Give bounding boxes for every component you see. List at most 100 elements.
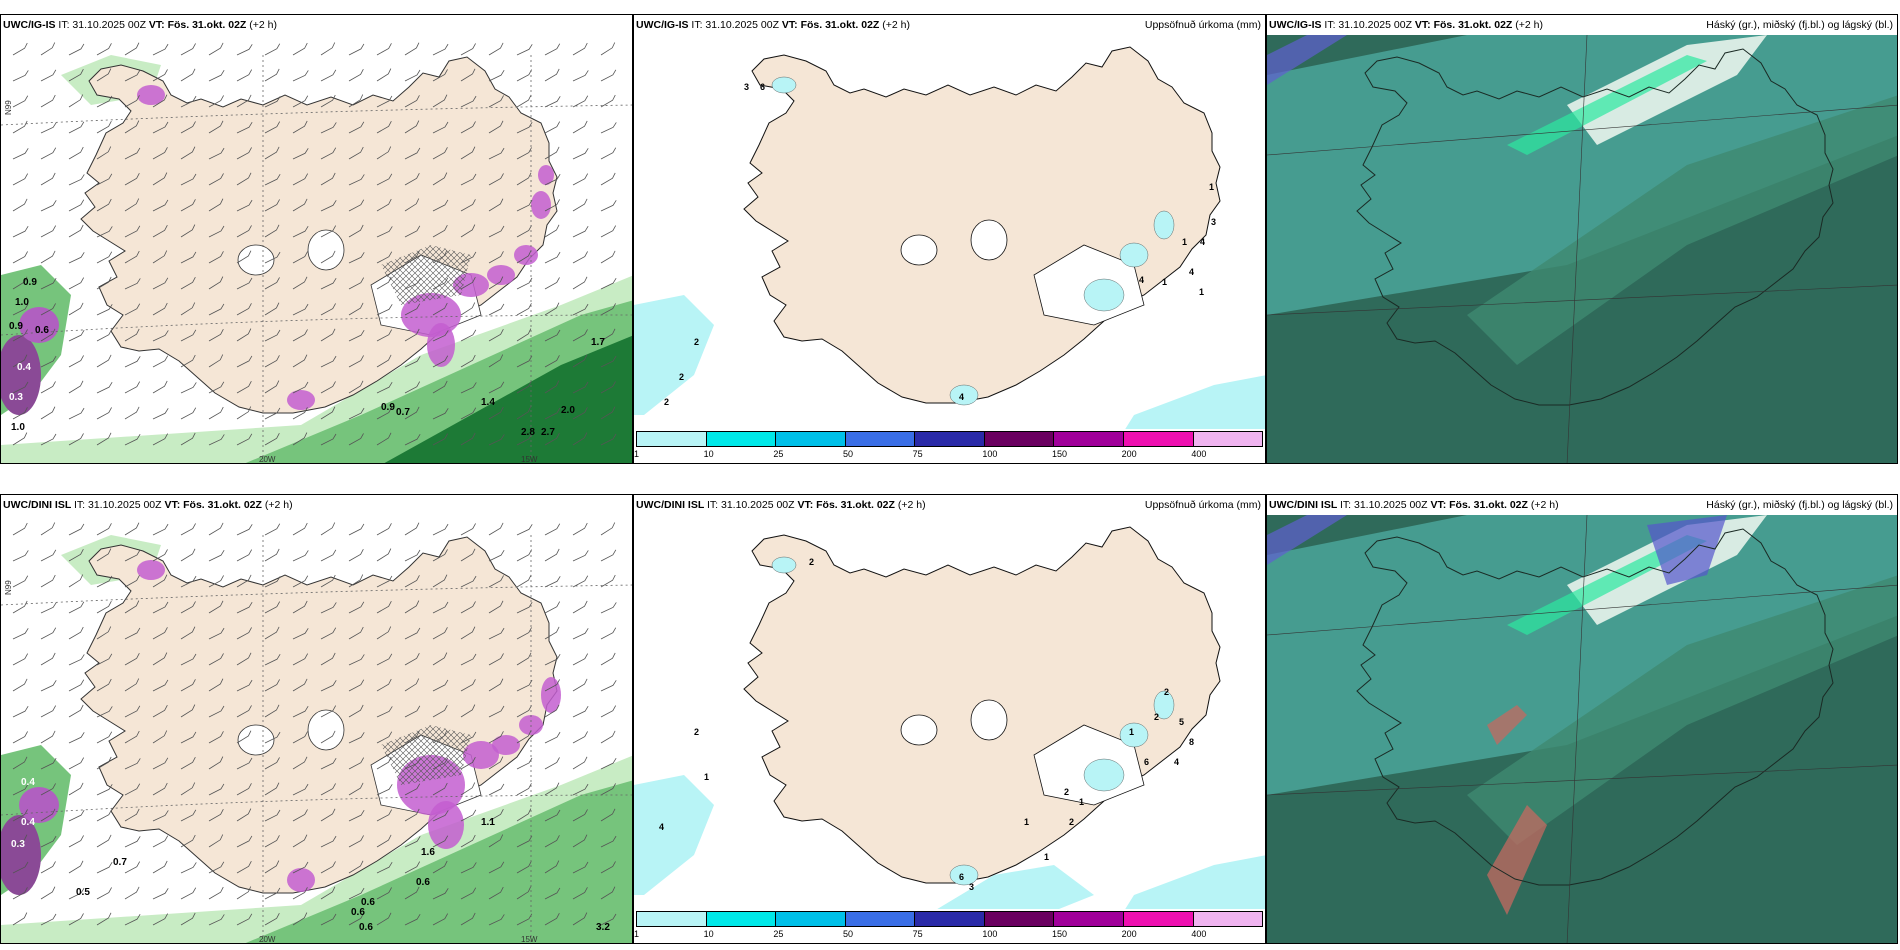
- wind-barb: [40, 835, 57, 848]
- wind-barb: [124, 627, 141, 640]
- wind-barb: [264, 626, 280, 640]
- init-time: IT: 31.10.2025 00Z: [1324, 19, 1415, 31]
- wind-barb: [488, 42, 504, 56]
- graticule: [1267, 284, 1897, 316]
- colorbar-swatch: [775, 911, 845, 927]
- precip-value-label: 0.6: [416, 877, 430, 888]
- wind-barb: [516, 730, 532, 744]
- wind-barb: [292, 705, 309, 718]
- wind-barb: [320, 200, 337, 212]
- wind-barb: [460, 121, 476, 134]
- wind-barb: [96, 731, 113, 744]
- wind-barb: [124, 730, 140, 744]
- wind-barb: [544, 835, 560, 848]
- precip-core: [514, 245, 538, 265]
- wind-barb: [348, 252, 365, 264]
- wind-barb: [320, 122, 337, 134]
- wind-barb: [264, 68, 280, 82]
- precip-value-label: 1: [1182, 237, 1187, 247]
- wind-barb: [404, 522, 420, 536]
- wind-barb: [320, 172, 336, 186]
- wind-barb: [236, 277, 253, 290]
- wind-barb: [348, 654, 365, 666]
- wind-barb: [68, 704, 84, 718]
- wind-barb: [264, 173, 281, 186]
- wind-barb: [600, 303, 616, 316]
- wind-barb: [600, 355, 617, 368]
- wind-barb: [264, 121, 281, 134]
- wind-barb: [488, 354, 504, 368]
- wind-barb: [124, 652, 140, 666]
- model-label: UWC/DINI ISL: [1269, 499, 1340, 511]
- colorbar-swatch: [705, 911, 776, 927]
- wind-barb: [264, 601, 281, 614]
- colorbar-tick-label: 10: [703, 449, 714, 459]
- wind-barb: [516, 380, 532, 394]
- precip-core: [538, 165, 554, 185]
- wind-barb: [376, 95, 393, 108]
- precip-value-label: 4: [1174, 757, 1179, 767]
- wind-barb: [404, 913, 421, 926]
- wind-barb: [292, 731, 308, 744]
- precip-value-label: 2.0: [561, 405, 575, 416]
- wind-barb: [236, 303, 252, 316]
- wind-barb: [488, 756, 504, 770]
- wind-barb: [12, 550, 29, 562]
- precip-value-label: 0.6: [35, 325, 49, 336]
- wind-barb: [292, 42, 308, 56]
- wind-barb: [572, 628, 589, 640]
- wind-barb: [152, 330, 169, 342]
- precip-value-label: 5: [1179, 717, 1184, 727]
- wind-barb: [236, 652, 252, 666]
- wind-barb: [404, 758, 421, 770]
- wind-barb: [460, 653, 477, 666]
- wind-barb: [348, 121, 365, 134]
- wind-barb: [544, 146, 560, 160]
- wind-barb: [292, 809, 308, 822]
- wind-barb: [544, 68, 560, 82]
- wind-barb: [68, 121, 85, 134]
- wind-barb: [376, 68, 392, 82]
- wind-barb: [404, 433, 421, 446]
- wind-barb: [124, 433, 141, 446]
- wind-barb: [516, 886, 532, 900]
- wind-barb: [12, 834, 28, 848]
- wind-barb: [516, 121, 533, 134]
- wind-barb: [124, 836, 141, 848]
- wind-barb: [320, 277, 337, 290]
- precip-value-label: 0.6: [351, 907, 365, 918]
- wind-barb: [180, 173, 197, 186]
- wind-barb: [600, 225, 617, 238]
- wind-barb: [460, 43, 476, 56]
- precip-core: [531, 191, 551, 219]
- wind-barb: [348, 68, 364, 82]
- wind-barb: [600, 913, 617, 926]
- wind-barb: [40, 122, 57, 134]
- wind-barb: [488, 886, 504, 900]
- colorbar-swatch: [983, 431, 1054, 447]
- precip-core: [287, 390, 315, 410]
- wind-barb: [236, 406, 252, 420]
- wind-barb: [264, 251, 281, 264]
- wind-barb: [320, 225, 337, 238]
- precip-value-label: 2: [809, 557, 814, 567]
- wind-barb: [12, 95, 29, 108]
- colorbar-tick-label: 200: [1121, 929, 1137, 939]
- wind-barb: [180, 68, 196, 82]
- wind-barb: [264, 704, 280, 718]
- wind-barb: [180, 199, 196, 212]
- precip-area: [1083, 278, 1125, 312]
- wind-barb: [12, 276, 28, 290]
- wind-barb: [96, 95, 113, 108]
- wind-barb: [376, 600, 392, 614]
- precip-area: [771, 76, 797, 94]
- wind-barb: [460, 382, 477, 394]
- wind-barb: [208, 354, 224, 368]
- wind-barb: [180, 407, 197, 420]
- wind-barb: [432, 199, 449, 212]
- graticule: [1, 104, 632, 126]
- colorbar-tick-label: 50: [843, 929, 854, 939]
- wind-barb: [460, 68, 476, 82]
- lead-time: (+2 h): [897, 499, 926, 511]
- wind-barb: [292, 912, 308, 926]
